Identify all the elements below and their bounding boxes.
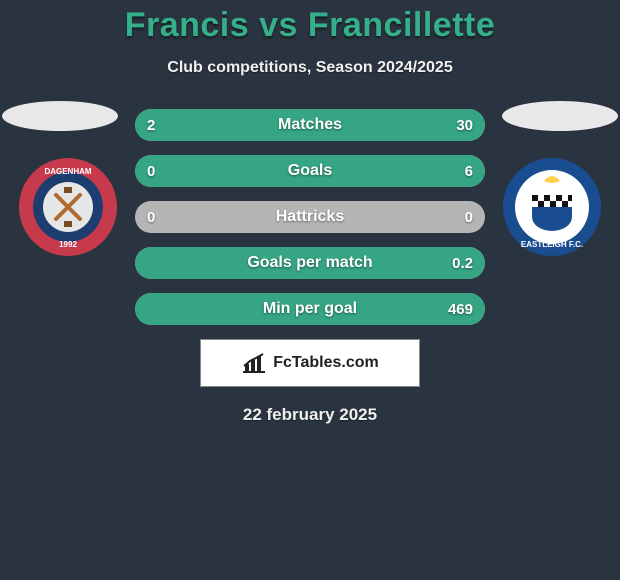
club-badge-left: DAGENHAM 1992 bbox=[18, 157, 118, 257]
player-photo-placeholder-right bbox=[502, 101, 618, 131]
page-subtitle: Club competitions, Season 2024/2025 bbox=[0, 59, 620, 77]
stat-label: Goals per match bbox=[135, 254, 485, 272]
stat-row: 0Hattricks0 bbox=[135, 201, 485, 233]
club-badge-right: EASTLEIGH F.C. bbox=[502, 157, 602, 257]
infographic-root: Francis vs Francillette Club competition… bbox=[0, 0, 620, 425]
stats-list: 2Matches300Goals60Hattricks0Goals per ma… bbox=[135, 109, 485, 339]
stat-row: Goals per match0.2 bbox=[135, 247, 485, 279]
player-photo-placeholder-left bbox=[2, 101, 118, 131]
club-crest-right-icon: EASTLEIGH F.C. bbox=[502, 157, 602, 257]
stat-row: 0Goals6 bbox=[135, 155, 485, 187]
svg-text:1992: 1992 bbox=[59, 240, 77, 249]
svg-text:DAGENHAM: DAGENHAM bbox=[44, 167, 91, 176]
brand-badge: FcTables.com bbox=[200, 339, 420, 387]
stat-row: Min per goal469 bbox=[135, 293, 485, 325]
stat-value-right: 30 bbox=[456, 117, 473, 134]
club-crest-left-icon: DAGENHAM 1992 bbox=[18, 157, 118, 257]
comparison-area: DAGENHAM 1992 EASTLEIGH F.C. 2Match bbox=[0, 107, 620, 327]
stat-row: 2Matches30 bbox=[135, 109, 485, 141]
svg-text:EASTLEIGH F.C.: EASTLEIGH F.C. bbox=[521, 240, 583, 249]
brand-text: FcTables.com bbox=[273, 354, 379, 372]
stat-value-right: 0 bbox=[465, 209, 473, 226]
stat-value-right: 0.2 bbox=[452, 255, 473, 272]
stat-label: Goals bbox=[135, 162, 485, 180]
stat-label: Hattricks bbox=[135, 208, 485, 226]
page-title: Francis vs Francillette bbox=[0, 6, 620, 45]
stat-value-right: 6 bbox=[465, 163, 473, 180]
stat-value-right: 469 bbox=[448, 301, 473, 318]
bar-chart-icon bbox=[241, 352, 267, 374]
stat-label: Matches bbox=[135, 116, 485, 134]
date-text: 22 february 2025 bbox=[0, 405, 620, 425]
stat-label: Min per goal bbox=[135, 300, 485, 318]
